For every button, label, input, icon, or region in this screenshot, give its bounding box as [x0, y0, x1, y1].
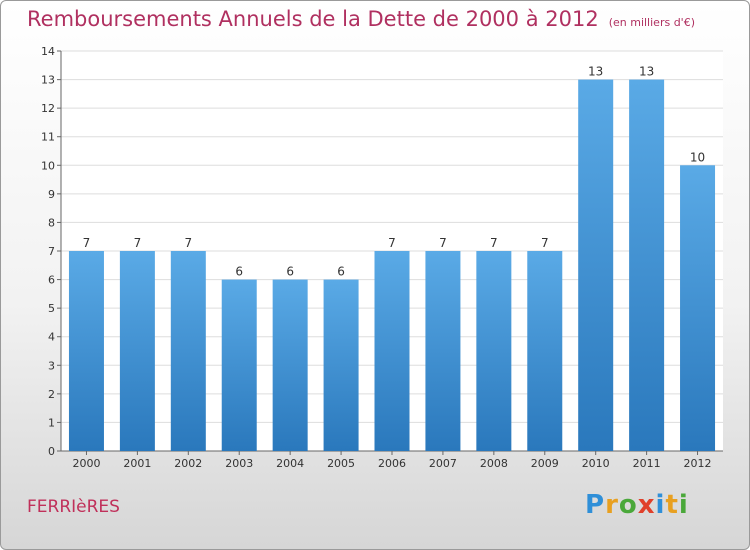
x-tick-label-2005: 2005: [327, 457, 355, 470]
unit-note: (en milliers d'€): [608, 16, 695, 29]
y-tick-label: 13: [41, 74, 55, 87]
logo-letter: o: [618, 490, 638, 520]
x-tick-label-2012: 2012: [684, 457, 712, 470]
y-tick-label: 14: [41, 45, 55, 58]
data-label-2003: 6: [235, 265, 243, 279]
bar-2000: [68, 251, 104, 451]
chart-title: Remboursements Annuels de la Dette de 20…: [27, 7, 599, 31]
proxiti-logo: Proxiti: [585, 490, 689, 520]
y-tick-label: 4: [48, 331, 55, 344]
bar-2004: [272, 279, 308, 451]
chart-title-block: Remboursements Annuels de la Dette de 20…: [27, 7, 695, 31]
y-tick-label: 2: [48, 388, 55, 401]
x-tick-label-2009: 2009: [531, 457, 559, 470]
bar-2006: [374, 251, 410, 451]
data-label-2010: 13: [588, 65, 603, 79]
data-label-2007: 7: [439, 236, 447, 250]
logo-letter: r: [605, 490, 619, 520]
y-tick-label: 12: [41, 102, 55, 115]
y-tick-label: 1: [48, 416, 55, 429]
x-tick-label-2000: 2000: [72, 457, 100, 470]
logo-letter: P: [585, 490, 606, 520]
y-tick-label: 3: [48, 359, 55, 372]
bar-2005: [323, 279, 359, 451]
bar-2002: [170, 251, 206, 451]
data-label-2008: 7: [490, 236, 498, 250]
bar-2003: [221, 279, 257, 451]
y-tick-label: 10: [41, 159, 55, 172]
data-label-2004: 6: [286, 265, 294, 279]
logo-letter: t: [665, 490, 679, 520]
y-tick-label: 0: [48, 445, 55, 458]
logo-letter: i: [655, 490, 666, 520]
x-tick-label-2001: 2001: [123, 457, 151, 470]
x-tick-label-2006: 2006: [378, 457, 406, 470]
data-label-2000: 7: [83, 236, 91, 250]
x-tick-label-2011: 2011: [633, 457, 661, 470]
data-label-2011: 13: [639, 65, 654, 79]
data-label-2012: 10: [690, 150, 705, 164]
x-tick-label-2010: 2010: [582, 457, 610, 470]
x-tick-label-2004: 2004: [276, 457, 304, 470]
y-tick-label: 9: [48, 188, 55, 201]
y-tick-label: 8: [48, 216, 55, 229]
bar-2007: [425, 251, 461, 451]
logo-letter: x: [637, 490, 656, 520]
y-tick-label: 7: [48, 245, 55, 258]
bar-2012: [680, 165, 716, 452]
x-tick-label-2003: 2003: [225, 457, 253, 470]
bar-2008: [476, 251, 512, 451]
data-label-2006: 7: [388, 236, 396, 250]
bar-2009: [527, 251, 563, 451]
data-label-2001: 7: [134, 236, 142, 250]
x-tick-label-2007: 2007: [429, 457, 457, 470]
x-tick-label-2002: 2002: [174, 457, 202, 470]
y-tick-label: 6: [48, 274, 55, 287]
x-tick-label-2008: 2008: [480, 457, 508, 470]
y-tick-label: 5: [48, 302, 55, 315]
y-tick-label: 11: [41, 131, 55, 144]
commune-name: FERRIèRES: [27, 497, 120, 517]
bar-2011: [629, 79, 665, 452]
bar-2001: [119, 251, 155, 451]
logo-letter: i: [678, 490, 689, 520]
data-label-2005: 6: [337, 265, 345, 279]
data-label-2009: 7: [541, 236, 549, 250]
bar-2010: [578, 79, 614, 452]
data-label-2002: 7: [184, 236, 192, 250]
